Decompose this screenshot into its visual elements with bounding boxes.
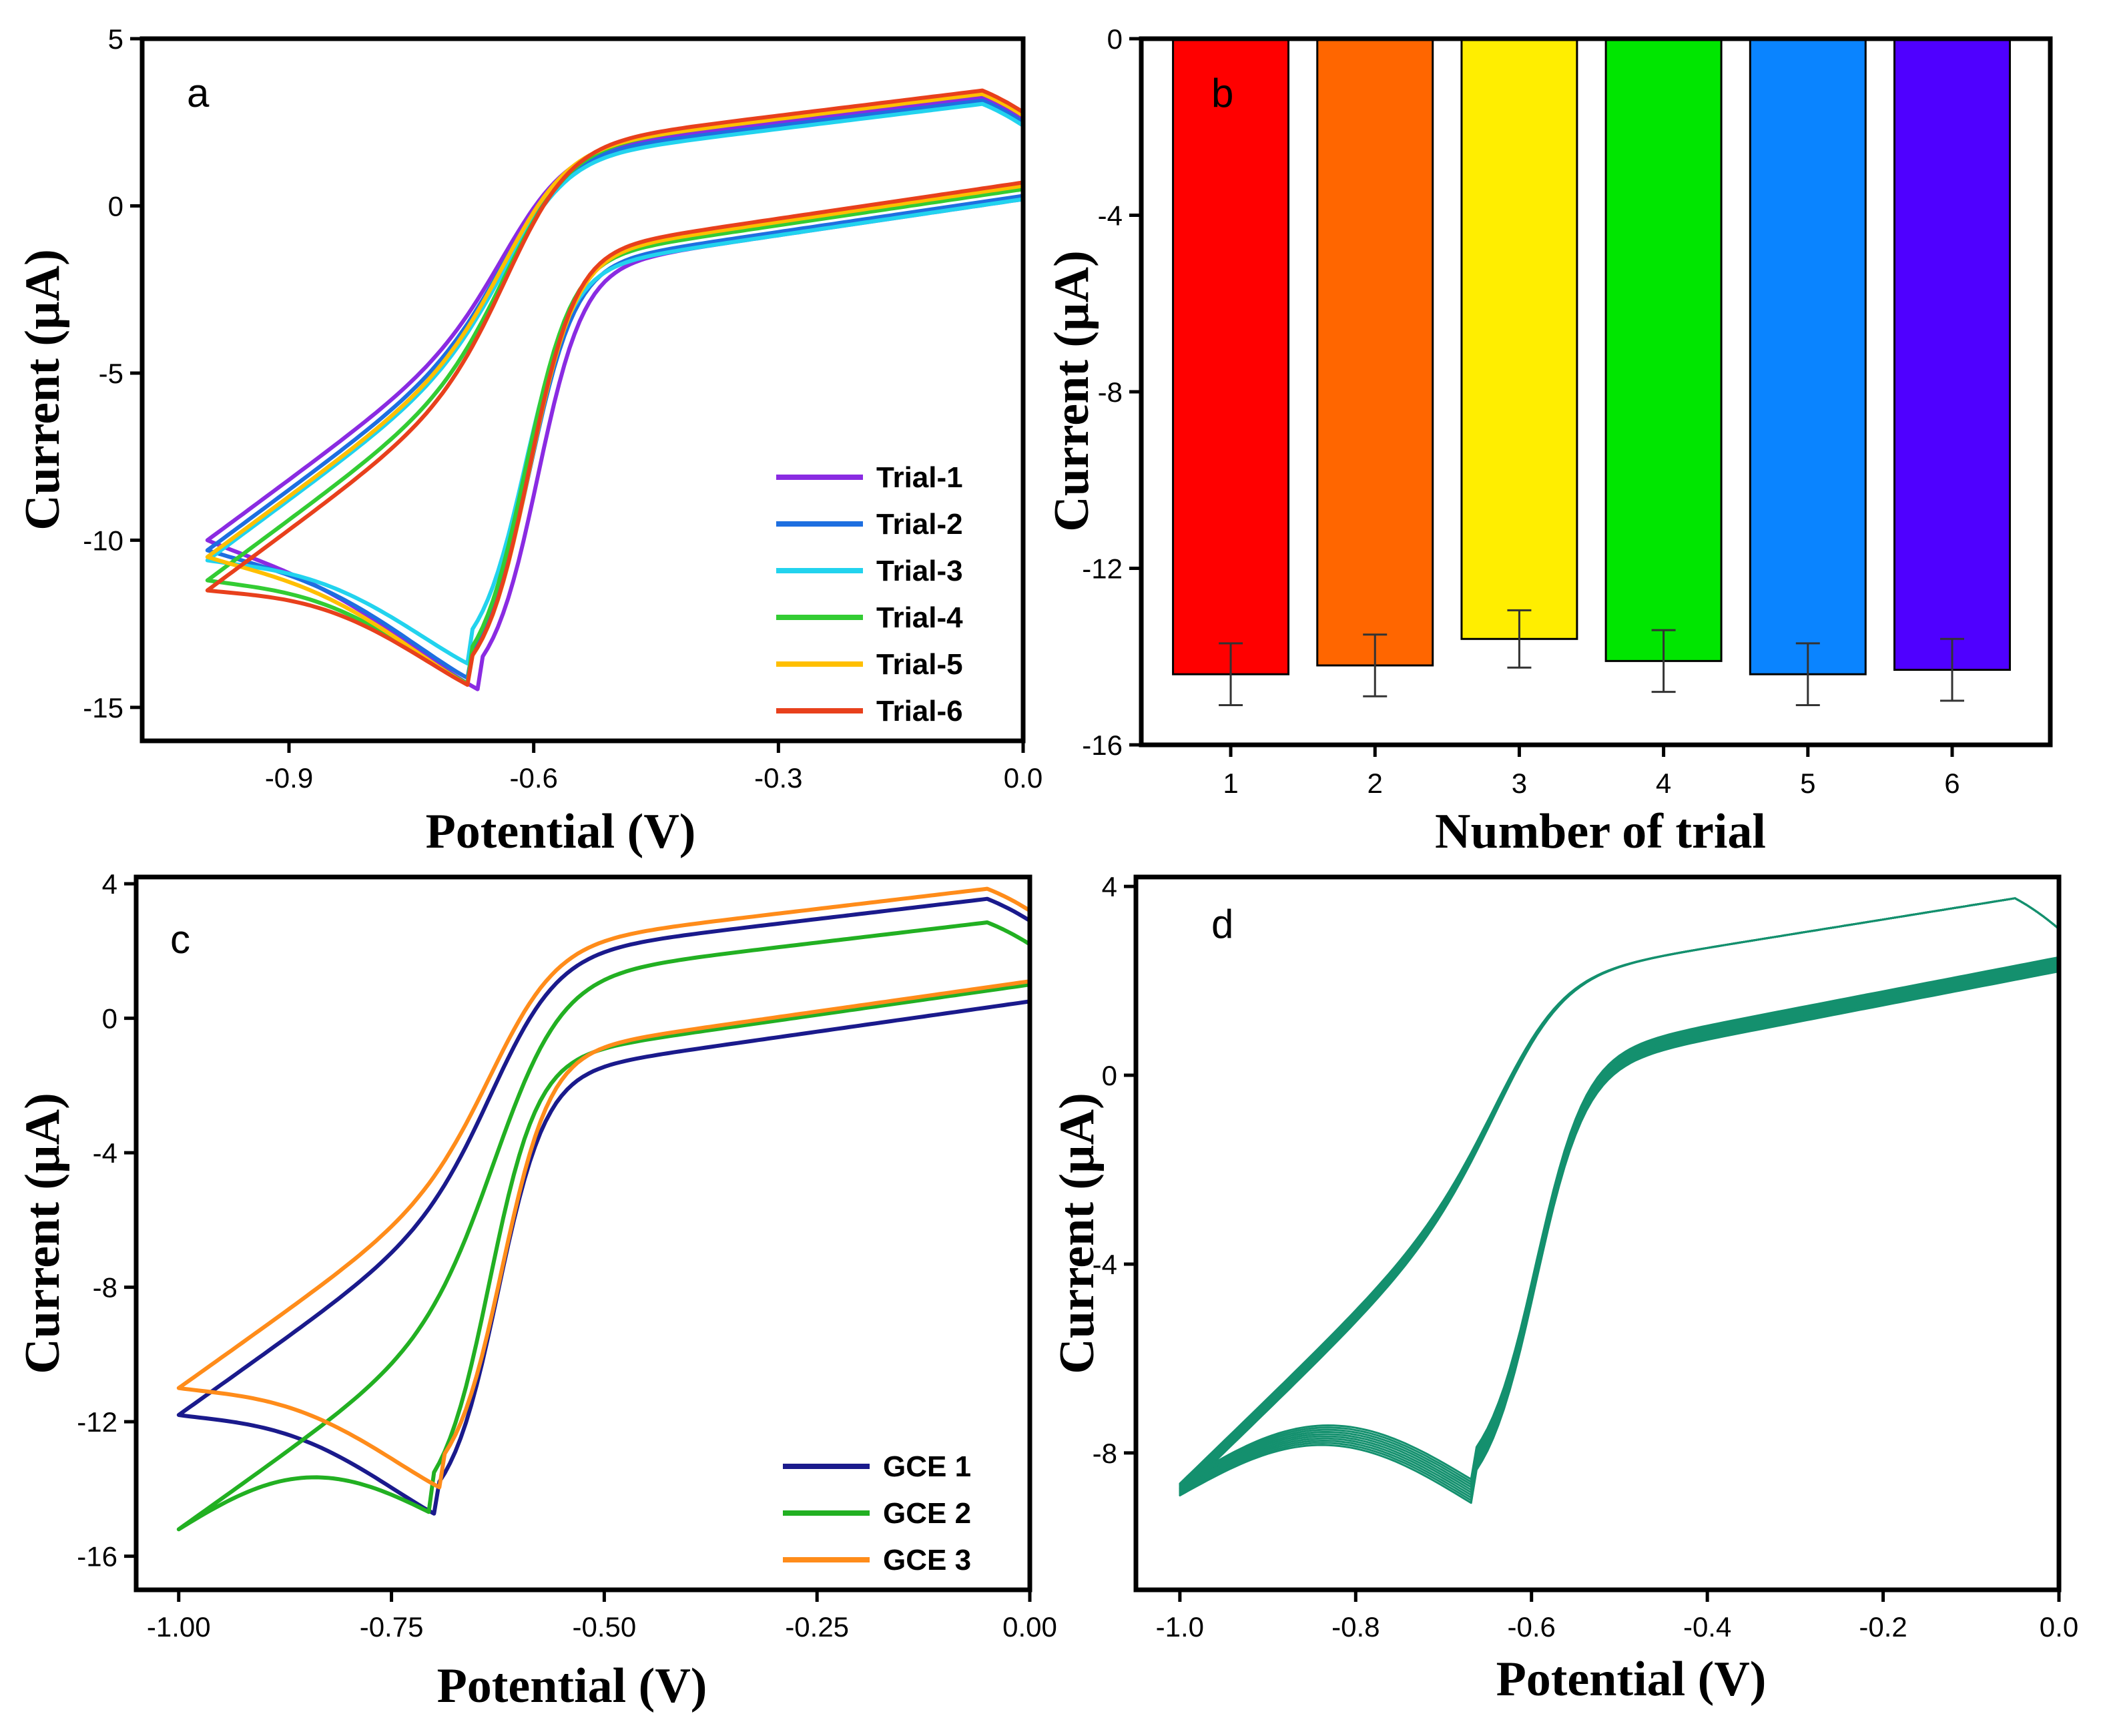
legend-entry: Trial-2 — [876, 508, 963, 541]
y-tick-label: -16 — [1082, 730, 1123, 761]
panel-b-chart: 1 2 3 4 5 6 0 -4 -8 -12 -16 b Number of trial Curr… — [1044, 23, 2053, 859]
x-tick-label: -0.6 — [1508, 1611, 1556, 1643]
y-tick-label: 0 — [1107, 23, 1123, 55]
x-tick-label: -0.2 — [1859, 1611, 1907, 1643]
y-tick-label: 0 — [102, 1003, 117, 1035]
bar — [1749, 37, 1867, 675]
panel-d-frame — [1133, 874, 2062, 1593]
series-line — [205, 91, 1024, 687]
x-tick-label: 5 — [1800, 768, 1815, 799]
panel-a-chart: 5 0 -5 -10 -15 -0.9 -0.6 -0.3 0.0 a Potential (V… — [15, 23, 1042, 859]
legend-entry: GCE 2 — [883, 1497, 971, 1530]
x-tick-label: 1 — [1223, 768, 1238, 799]
panel-c-label: c — [170, 917, 190, 962]
x-tick-label: -1.0 — [1156, 1611, 1204, 1643]
panel-d-xlabel: Potential (V) — [1496, 1652, 1767, 1707]
x-tick-label: 0.00 — [1002, 1611, 1057, 1643]
x-tick-label: -0.3 — [754, 762, 802, 794]
legend-entry: Trial-4 — [876, 601, 963, 634]
series-line — [205, 101, 1024, 665]
legend-entry: GCE 3 — [883, 1544, 971, 1576]
bar — [1604, 37, 1723, 662]
panel-a-label: a — [187, 71, 210, 115]
x-tick-label: -0.6 — [509, 762, 557, 794]
y-tick-label: -12 — [77, 1406, 117, 1438]
x-tick-label: 4 — [1656, 768, 1671, 799]
series-line — [176, 886, 1031, 1490]
y-tick-label: -4 — [1098, 200, 1123, 232]
panel-d-label: d — [1211, 902, 1233, 946]
x-tick-label: -0.50 — [573, 1611, 637, 1643]
series-line — [205, 88, 1024, 687]
panel-a-legend: Trial-1 Trial-2 Trial-3 Trial-4 Trial-5 Trial… — [776, 461, 963, 728]
y-tick-label: -10 — [83, 525, 123, 556]
y-tick-label: 5 — [108, 23, 123, 55]
y-tick-label: -4 — [93, 1137, 117, 1169]
x-tick-label: 0.0 — [2040, 1611, 2078, 1643]
bar — [1172, 37, 1290, 675]
y-tick-label: 4 — [1102, 871, 1117, 902]
bar — [1460, 37, 1578, 640]
panel-d-chart: 4 0 -4 -8 -1.0 -0.8 -0.6 -0.4 -0.2 0.0 d Potentia… — [1050, 871, 2078, 1707]
series-line — [1179, 897, 2060, 1488]
series-line — [1179, 897, 2060, 1485]
series-line — [176, 896, 1031, 1516]
x-tick-label: 6 — [1944, 768, 1960, 799]
panel-d-ylabel: Current (µA) — [1050, 1093, 1105, 1374]
panel-a-xlabel: Potential (V) — [426, 804, 696, 859]
x-tick-label: 2 — [1368, 768, 1383, 799]
series-line — [176, 920, 1031, 1532]
panel-b-label: b — [1211, 71, 1233, 115]
y-tick-label: 0 — [108, 190, 123, 222]
y-tick-label: -8 — [1093, 1438, 1117, 1469]
y-tick-label: -16 — [77, 1541, 117, 1572]
x-tick-label: -1.00 — [147, 1611, 211, 1643]
x-tick-label: 3 — [1512, 768, 1527, 799]
legend-entry: Trial-1 — [876, 461, 963, 494]
panel-b-ylabel: Current (µA) — [1044, 250, 1099, 531]
y-tick-label: 4 — [102, 868, 117, 900]
y-tick-label: -12 — [1082, 553, 1123, 585]
panel-c-frame — [133, 874, 1032, 1593]
legend-entry: GCE 1 — [883, 1450, 971, 1483]
x-tick-label: -0.75 — [360, 1611, 424, 1643]
legend-entry: Trial-3 — [876, 555, 963, 587]
y-tick-label: -4 — [1093, 1249, 1117, 1280]
legend-entry: Trial-5 — [876, 648, 963, 681]
x-tick-label: -0.8 — [1331, 1611, 1380, 1643]
series-line — [205, 98, 1024, 680]
legend-entry: Trial-6 — [876, 695, 963, 728]
panel-a-ylabel: Current (µA) — [15, 249, 70, 530]
y-tick-label: -5 — [99, 358, 123, 389]
bar — [1893, 37, 2011, 671]
y-tick-label: -8 — [1098, 376, 1123, 408]
x-tick-label: -0.25 — [785, 1611, 849, 1643]
panel-a-frame — [139, 36, 1026, 744]
y-tick-label: -15 — [83, 692, 123, 724]
panel-c-legend: GCE 1 GCE 2 GCE 3 — [783, 1450, 971, 1576]
x-tick-label: -0.4 — [1683, 1611, 1731, 1643]
panel-c-ylabel: Current (µA) — [15, 1093, 70, 1374]
y-tick-label: 0 — [1102, 1060, 1117, 1091]
panel-b-xlabel: Number of trial — [1435, 804, 1766, 859]
y-tick-label: -8 — [93, 1272, 117, 1304]
bar — [1316, 37, 1434, 667]
x-tick-label: -0.9 — [265, 762, 313, 794]
x-tick-label: 0.0 — [1004, 762, 1042, 794]
panel-c-xlabel: Potential (V) — [437, 1659, 707, 1713]
panel-c-chart: 4 0 -4 -8 -12 -16 -1.00 -0.75 -0.50 -0.25 0.00 c P… — [15, 868, 1057, 1713]
